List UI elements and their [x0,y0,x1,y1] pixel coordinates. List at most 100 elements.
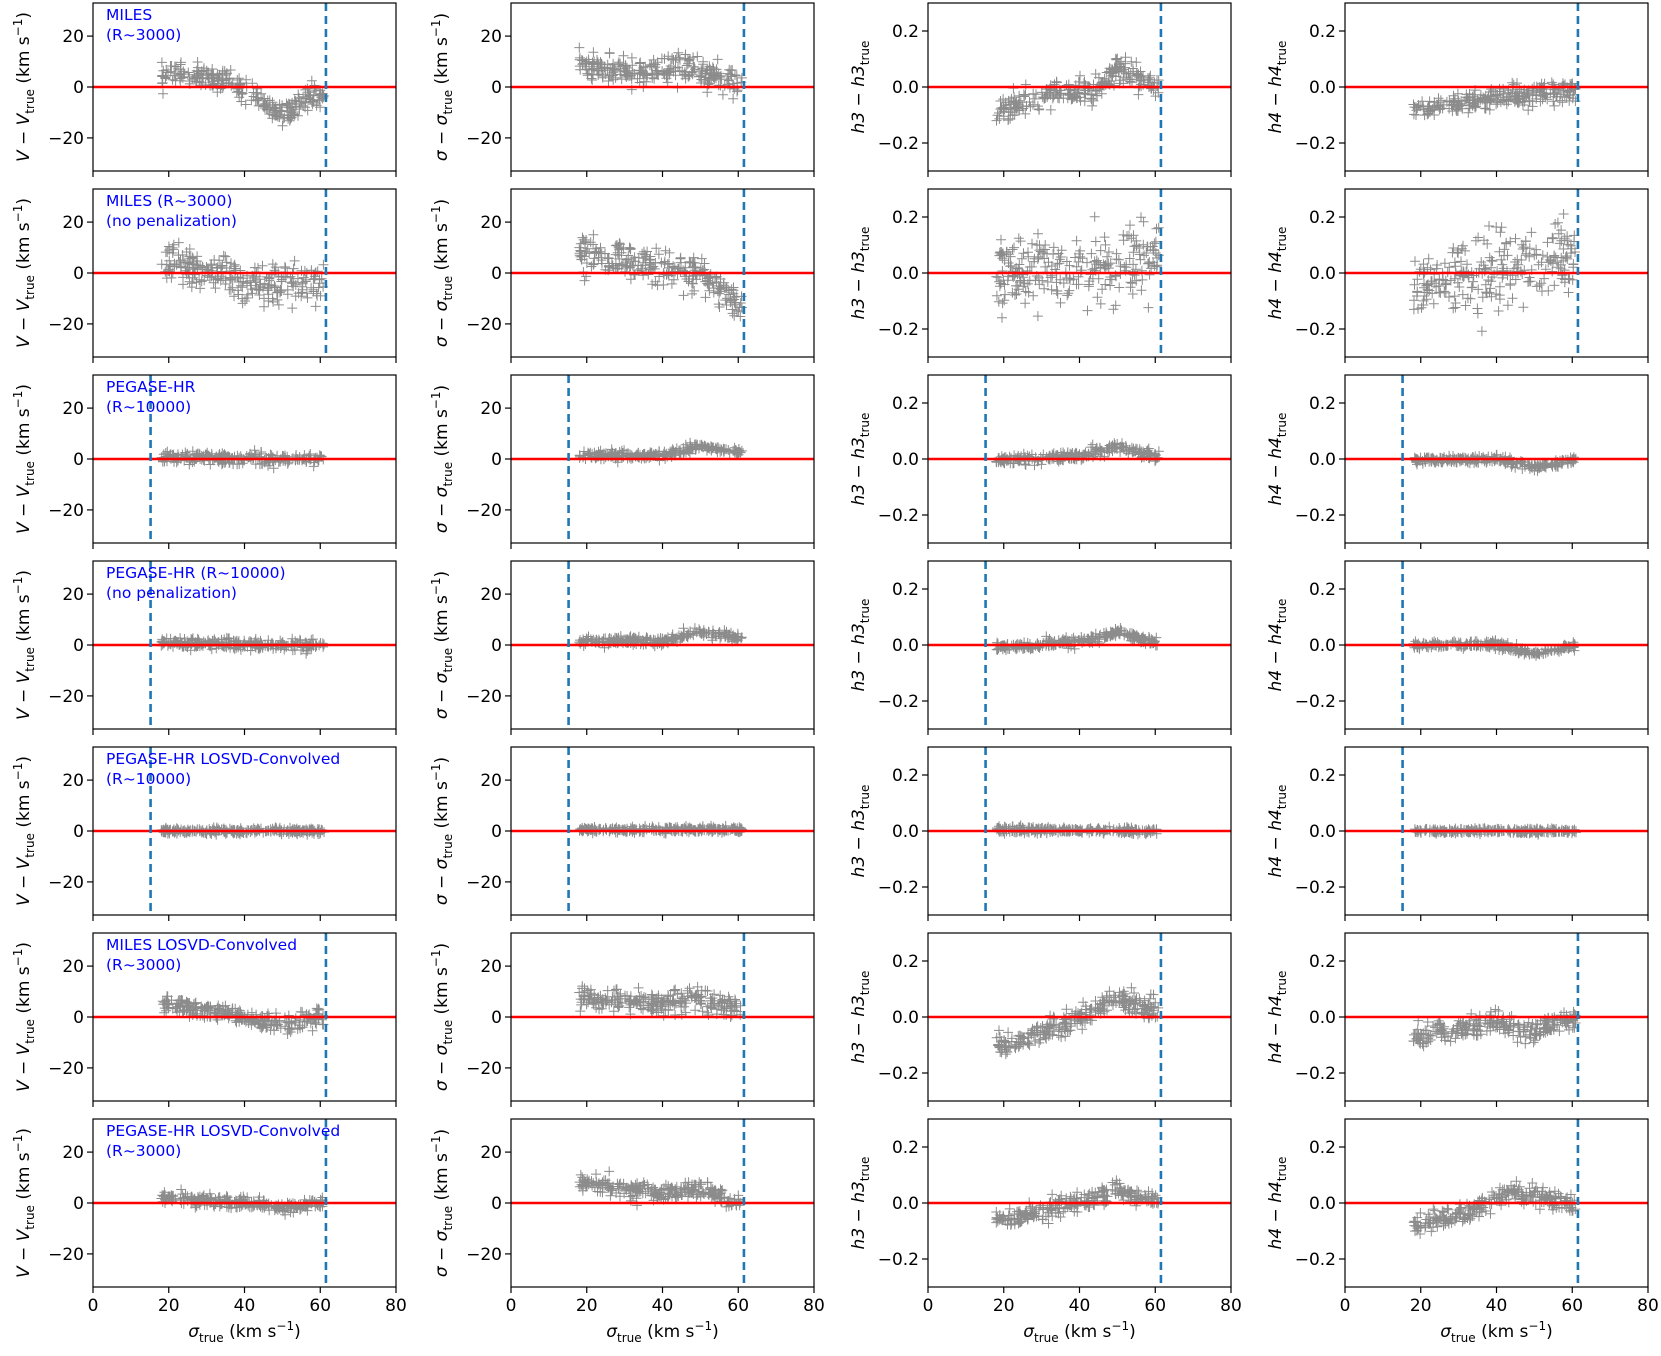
label-units-end: ) [1129,1322,1136,1342]
y-tick-label: 0.2 [1309,766,1336,786]
label-main: σ − σ [432,671,452,719]
label-subscript: true [441,90,455,115]
label-main: h3 − h3 [849,437,869,505]
y-tick-label: 0.2 [1309,580,1336,600]
y-tick-label: 20 [480,213,502,233]
panel-r3-sigma: 20 0 −20 σ − σtrue (km s−1) [429,560,815,735]
label-subscript: true [1275,41,1289,66]
label-units: (km s [14,594,34,647]
y-tick-label: 20 [480,27,502,47]
y-tick-label: 0.0 [1309,636,1336,656]
label-subscript: true [858,41,872,66]
y-tick-label: 0 [73,264,84,284]
y-tick-label: −20 [48,873,84,893]
label-main: σ − σ [432,485,452,533]
y-tick-label: 20 [62,213,84,233]
label-main: h4 − h4 [1266,437,1286,505]
y-axis-label: V − Vtrue (km s−1) [11,942,37,1092]
label-subscript: true [1275,1157,1289,1182]
label-units-end: ) [712,1322,719,1342]
label-main: σ − σ [432,1229,452,1277]
label-subscript: true [1275,785,1289,810]
y-tick-label: 0 [491,1008,502,1028]
y-axis-label: h3 − h3true [849,599,872,692]
y-tick-label: −20 [466,1059,502,1079]
panel-label: (R~3000) [106,956,181,974]
label-main: h4 − h4 [1266,1181,1286,1249]
y-tick-label: −20 [466,315,502,335]
y-tick-label: 0 [491,636,502,656]
y-axis-label: h4 − h4true [1266,41,1289,134]
label-subscript: true [1275,227,1289,252]
x-tick-label: 0 [88,1296,99,1316]
x-tick-label: 80 [803,1296,825,1316]
label-subscript: true [23,1205,37,1230]
scatter-points [991,982,1164,1060]
label-superscript: −1 [11,205,25,223]
y-tick-label: −20 [48,315,84,335]
scatter-markers [574,623,747,653]
x-tick-label: 20 [158,1296,180,1316]
label-main: V − V [14,1042,34,1092]
label-units: (km s [14,408,34,461]
label-subscript: true [23,275,37,300]
y-tick-label: 0 [73,1194,84,1214]
scatter-points [991,623,1163,656]
y-tick-label: 0.2 [892,1138,919,1158]
panel-label: PEGASE-HR LOSVD-Convolved [106,750,340,768]
scatter-markers [991,982,1164,1060]
label-subscript: true [1275,599,1289,624]
y-axis-label: σ − σtrue (km s−1) [429,571,455,719]
y-tick-label: 0.0 [1309,264,1336,284]
label-main: σ [1440,1322,1452,1342]
scatter-points [991,211,1164,323]
label-superscript: −1 [429,949,443,967]
scatter-markers [991,211,1164,323]
label-subscript: true [441,1020,455,1045]
label-superscript: −1 [429,763,443,781]
label-subscript: true [441,462,455,487]
panel-label: MILES LOSVD-Convolved [106,936,297,954]
label-units: (km s [14,1152,34,1205]
panel-r4-sigma: 20 0 −20 σ − σtrue (km s−1) [429,746,815,921]
y-tick-label: 0.0 [892,636,919,656]
label-superscript: −1 [1528,1319,1546,1333]
label-superscript: −1 [11,763,25,781]
label-main: σ − σ [432,1043,452,1091]
y-tick-label: 0.0 [892,1008,919,1028]
label-main: h4 − h4 [1266,251,1286,319]
y-tick-label: 0 [491,822,502,842]
y-axis-label: h3 − h3true [849,1157,872,1250]
panel-label: (no penalization) [106,584,237,602]
label-main: V − V [14,856,34,906]
y-tick-label: 20 [62,585,84,605]
scatter-markers [156,237,329,314]
x-axis-label: σtrue (km s−1) [606,1319,718,1345]
y-tick-label: 0.2 [1309,1138,1336,1158]
y-tick-label: −0.2 [878,134,919,154]
y-tick-label: 20 [480,399,502,419]
y-axis-label: h4 − h4true [1266,599,1289,692]
label-superscript: −1 [694,1319,712,1333]
panel-label: PEGASE-HR [106,378,196,396]
label-units: (km s [1059,1322,1112,1342]
label-main: h3 − h3 [849,809,869,877]
label-superscript: −1 [429,205,443,223]
y-tick-label: 0.2 [1309,952,1336,972]
panel-label: PEGASE-HR (R~10000) [106,564,286,582]
label-superscript: −1 [11,949,25,967]
x-tick-label: 40 [1069,1296,1091,1316]
y-tick-label: 0.0 [892,822,919,842]
x-tick-label: 0 [506,1296,517,1316]
scatter-markers [1408,77,1581,121]
y-tick-label: 0 [73,636,84,656]
x-tick-label: 40 [652,1296,674,1316]
panel-label: (no penalization) [106,212,237,230]
y-axis-label: h3 − h3true [849,227,872,320]
y-tick-label: 0.0 [1309,78,1336,98]
label-units-end: ) [14,198,34,205]
panel-r0-h3: 0.2 0.0 −0.2 h3 − h3true [849,2,1232,177]
panel-r4-h3: 0.2 0.0 −0.2 h3 − h3true [849,746,1232,921]
